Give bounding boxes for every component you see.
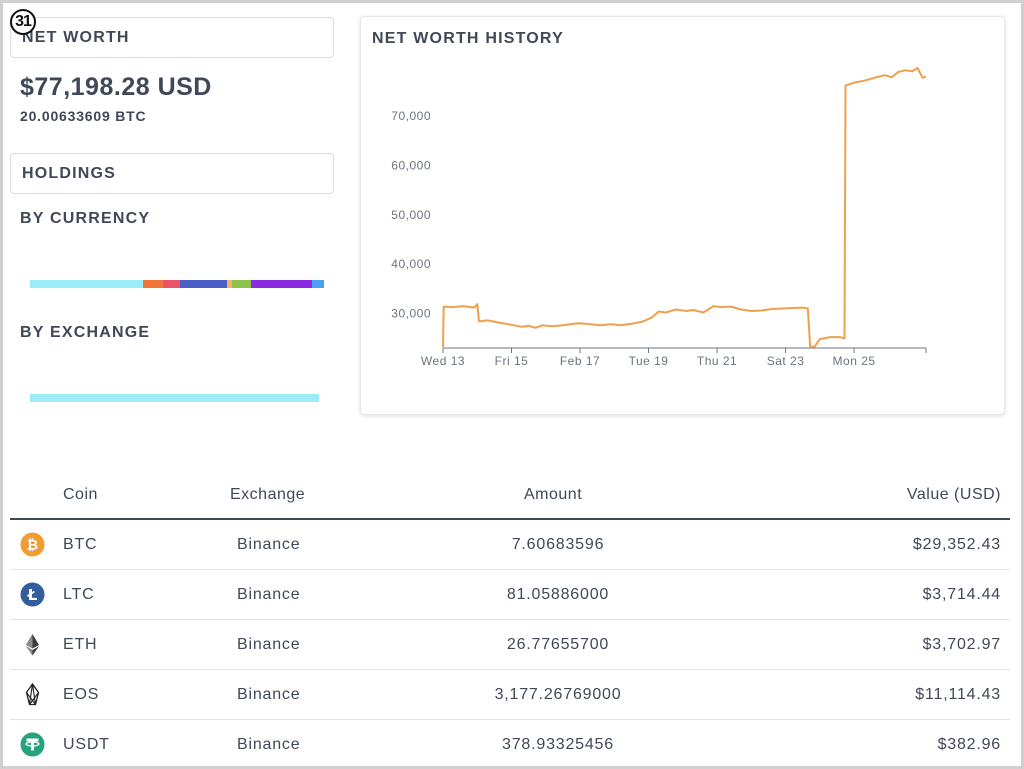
coin-value-usd: $11,114.43	[915, 686, 1001, 703]
table-row[interactable]: ETH Binance 26.77655700 $3,702.97	[10, 620, 1010, 670]
coin-symbol: LTC	[63, 586, 95, 603]
exchange-name: Binance	[237, 736, 301, 753]
exchange-name: Binance	[237, 536, 301, 553]
allocation-segment-usdt[interactable]	[30, 280, 144, 288]
net-worth-line	[442, 66, 927, 348]
eth-icon	[20, 632, 45, 657]
allocation-segment-binance[interactable]	[30, 394, 319, 402]
table-row[interactable]: Ł LTC Binance 81.05886000 $3,714.44	[10, 570, 1010, 620]
x-tick-label: Sat 23	[767, 354, 805, 368]
coin-symbol: BTC	[63, 536, 98, 553]
svg-text:Ł: Ł	[27, 586, 38, 604]
allocation-segment-ltc[interactable]	[162, 280, 180, 288]
x-tick-label: Feb 17	[560, 354, 600, 368]
column-header-coin[interactable]: Coin	[63, 486, 98, 503]
coin-amount: 7.60683596	[511, 536, 605, 553]
net-worth-title: NET WORTH	[22, 28, 130, 46]
y-tick-label: 60,000	[391, 159, 431, 173]
net-worth-history-card: NET WORTH HISTORY 30,000 40,000 50,000 60,0…	[360, 16, 1005, 415]
exchange-name: Binance	[237, 586, 301, 603]
net-worth-history-chart[interactable]: 30,000 40,000 50,000 60,000 70,000 Wed 13 Fri …	[361, 17, 1006, 416]
net-worth-btc: 20.00633609 BTC	[20, 108, 147, 124]
coin-amount: 81.05886000	[506, 586, 610, 603]
y-tick-label: 70,000	[391, 109, 431, 123]
coin-value-usd: $382.96	[937, 736, 1001, 753]
coin-amount: 378.93325456	[502, 736, 614, 753]
step-number-badge: 31	[10, 9, 36, 35]
allocation-segment-btc[interactable]	[179, 280, 227, 288]
coin-value-usd: $3,714.44	[922, 586, 1001, 603]
y-tick-label: 30,000	[391, 306, 431, 320]
app-frame: 31 NET WORTH $77,198.28 USD 20.00633609 …	[3, 3, 1021, 766]
exchange-name: Binance	[237, 636, 301, 653]
coin-symbol: EOS	[63, 686, 100, 703]
x-tick-label: Fri 15	[495, 354, 529, 368]
allocation-segment-eos[interactable]	[251, 280, 313, 288]
exchange-allocation-bar[interactable]	[30, 394, 319, 402]
column-header-amount[interactable]: Amount	[524, 486, 583, 503]
x-tick-label: Wed 13	[421, 354, 465, 368]
coin-symbol: ETH	[63, 636, 98, 653]
chart-title: NET WORTH HISTORY	[372, 30, 564, 47]
usdt-icon	[20, 732, 45, 757]
ltc-icon: Ł	[20, 582, 45, 607]
exchange-name: Binance	[237, 686, 301, 703]
coin-value-usd: $29,352.43	[912, 536, 1001, 553]
table-row[interactable]: USDT Binance 378.93325456 $382.96	[10, 720, 1010, 766]
table-row[interactable]: EOS Binance 3,177.26769000 $11,114.43	[10, 670, 1010, 720]
eos-icon	[20, 682, 45, 707]
net-worth-header: NET WORTH	[10, 17, 334, 58]
svg-text:₿: ₿	[27, 538, 38, 554]
currency-allocation-bar[interactable]	[30, 280, 324, 288]
holdings-header: HOLDINGS	[10, 153, 334, 194]
y-tick-label: 50,000	[391, 208, 431, 222]
coin-value-usd: $3,702.97	[922, 636, 1001, 653]
column-header-exchange[interactable]: Exchange	[230, 486, 306, 503]
table-row[interactable]: ₿ BTC Binance 7.60683596 $29,352.43	[10, 520, 1010, 570]
allocation-segment-other-3[interactable]	[312, 280, 324, 288]
holdings-table: Coin Exchange Amount Value (USD) ₿ BTC Bin…	[10, 468, 1010, 766]
column-header-value[interactable]: Value (USD)	[906, 486, 1001, 503]
table-header: Coin Exchange Amount Value (USD)	[10, 468, 1010, 520]
holdings-title: HOLDINGS	[22, 164, 117, 182]
allocation-segment-other-1[interactable]	[226, 280, 232, 288]
allocation-segment-other-2[interactable]	[231, 280, 252, 288]
net-worth-usd: $77,198.28 USD	[20, 73, 212, 101]
coin-amount: 26.77655700	[506, 636, 610, 653]
allocation-segment-eth[interactable]	[143, 280, 163, 288]
x-tick-label: Tue 19	[629, 354, 669, 368]
coin-symbol: USDT	[63, 736, 110, 753]
by-currency-label: BY CURRENCY	[20, 210, 151, 227]
x-tick-label: Thu 21	[697, 354, 737, 368]
by-exchange-label: BY EXCHANGE	[20, 324, 151, 341]
x-tick-label: Mon 25	[833, 354, 876, 368]
table-body: ₿ BTC Binance 7.60683596 $29,352.43 Ł LTC Binan…	[10, 520, 1010, 766]
btc-icon: ₿	[20, 532, 45, 557]
coin-amount: 3,177.26769000	[494, 686, 622, 703]
y-tick-label: 40,000	[391, 257, 431, 271]
